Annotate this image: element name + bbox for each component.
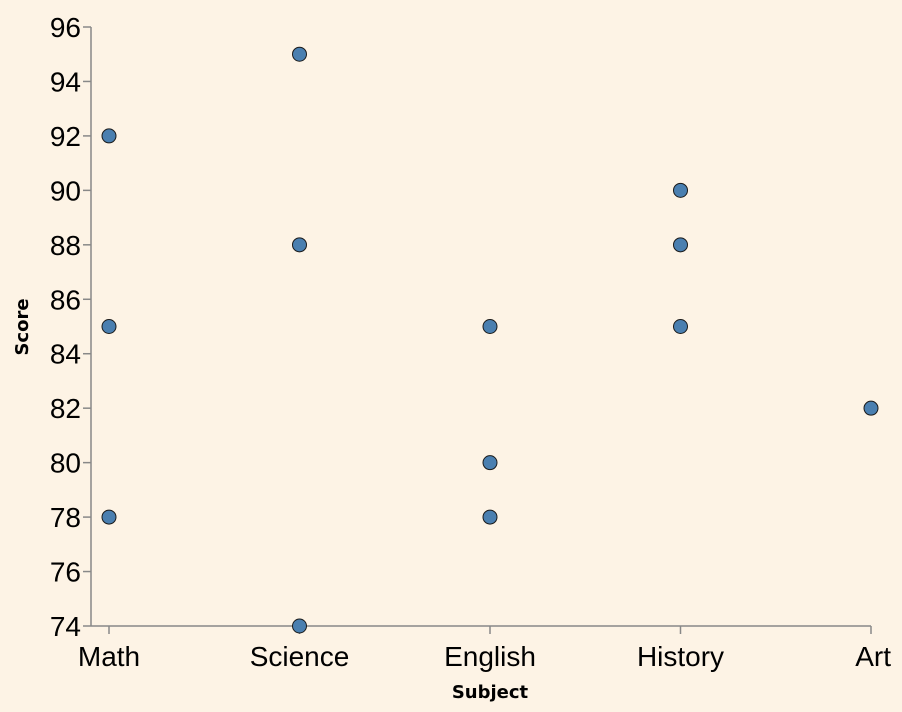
x-tick-label: Math	[78, 641, 140, 672]
data-point	[101, 509, 117, 525]
data-point	[101, 128, 117, 144]
y-tick-label: 84	[50, 339, 81, 370]
data-points	[101, 46, 879, 634]
x-axis: Math Science English History Art	[78, 625, 891, 672]
x-axis-title: Subject	[452, 682, 529, 703]
data-point	[482, 509, 498, 525]
y-tick-label: 86	[50, 284, 81, 315]
data-point	[482, 455, 498, 471]
y-tick-label: 90	[50, 175, 81, 206]
data-point	[101, 319, 117, 334]
y-tick-label: 82	[50, 393, 81, 424]
data-point	[292, 618, 307, 634]
data-point	[292, 46, 307, 62]
y-tick-label: 88	[50, 230, 81, 261]
data-point	[673, 182, 688, 198]
y-tick-label: 80	[50, 448, 81, 479]
y-axis-title: Score	[12, 298, 33, 355]
x-tick-label: History	[637, 641, 724, 672]
y-tick-label: 94	[50, 66, 81, 97]
data-point	[292, 237, 307, 253]
data-point	[482, 319, 498, 334]
y-tick-label: 92	[50, 121, 81, 152]
data-point	[673, 237, 688, 253]
data-point	[863, 400, 879, 416]
y-axis: 74 76 78 80 82 84 86 88 90 92 94 96	[50, 12, 92, 642]
y-tick-label: 76	[50, 557, 81, 588]
y-tick-label: 96	[50, 12, 81, 43]
y-tick-label: 78	[50, 502, 81, 533]
x-tick-label: English	[444, 641, 536, 672]
x-tick-label: Art	[855, 641, 891, 672]
x-tick-label: Science	[250, 641, 350, 672]
data-point	[673, 319, 688, 334]
y-tick-label: 74	[50, 611, 81, 642]
